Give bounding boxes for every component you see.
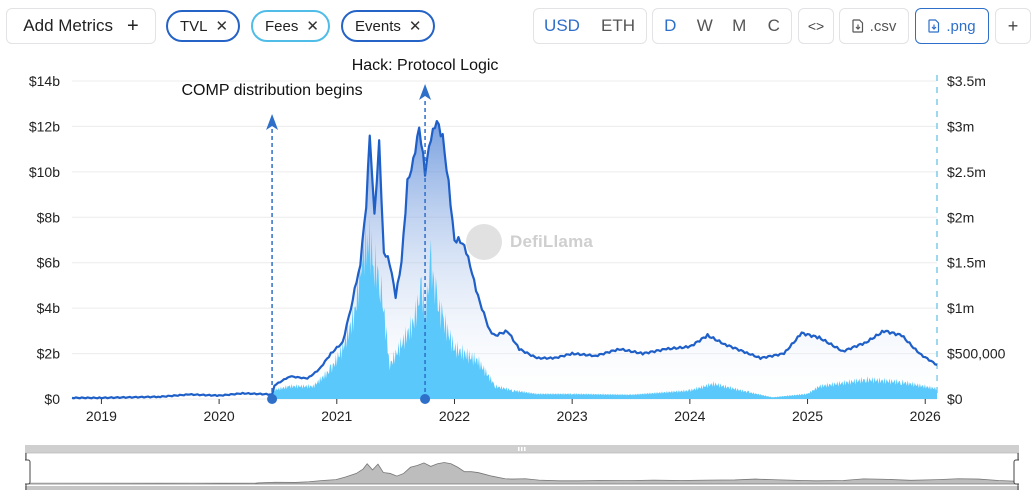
y-right-tick: $3m xyxy=(947,118,974,134)
file-download-icon xyxy=(852,19,863,33)
event-annotation-label: Hack: Protocol Logic xyxy=(352,57,499,74)
fees-area xyxy=(272,216,938,399)
y-right-tick: $1m xyxy=(947,300,974,316)
download-csv-button[interactable]: .csv xyxy=(839,8,909,44)
currency-toggle: USD ETH xyxy=(533,8,647,44)
metric-pill-label: Fees xyxy=(265,17,299,35)
defillama-watermark: DefiLlama xyxy=(466,224,593,260)
add-metrics-button[interactable]: Add Metrics + xyxy=(6,8,156,44)
y-right-tick: $2m xyxy=(947,209,974,225)
tvl-line xyxy=(71,120,938,400)
event-annotation-label: COMP distribution begins xyxy=(182,82,363,99)
y-left-tick: $8b xyxy=(37,209,61,225)
y-right-tick: $500,000 xyxy=(947,346,1006,362)
code-icon: <> xyxy=(807,18,825,34)
y-right-tick: $2.5m xyxy=(947,164,986,180)
tvl-area xyxy=(72,121,937,399)
metric-pill-label: Events xyxy=(355,17,401,35)
metric-pill-tvl[interactable]: TVL ✕ xyxy=(166,10,240,42)
y-left-tick: $0 xyxy=(44,391,60,407)
navigator-window[interactable] xyxy=(25,452,1019,484)
watermark-text: DefiLlama xyxy=(510,232,594,251)
y-left-tick: $10b xyxy=(29,164,60,180)
y-left-tick: $12b xyxy=(29,118,60,134)
plus-icon: + xyxy=(1007,15,1019,36)
arrow-up-icon xyxy=(419,84,432,100)
currency-option-usd[interactable]: USD xyxy=(544,16,580,35)
event-marker-dot[interactable] xyxy=(267,394,278,404)
y-left-tick: $14b xyxy=(29,73,60,89)
embed-button[interactable]: <> xyxy=(798,8,834,44)
x-tick-label: 2022 xyxy=(439,408,470,424)
defillama-logo-icon xyxy=(466,224,502,260)
y-right-tick: $3.5m xyxy=(947,73,986,89)
x-tick-label: 2023 xyxy=(557,408,588,424)
add-metrics-label: Add Metrics xyxy=(23,16,114,35)
x-tick-label: 2019 xyxy=(86,408,117,424)
y-left-tick: $2b xyxy=(37,346,61,362)
add-chart-button[interactable]: + xyxy=(995,8,1031,44)
close-icon[interactable]: ✕ xyxy=(215,18,229,35)
period-option-monthly[interactable]: M xyxy=(732,16,747,35)
chart-toolbar: Add Metrics + TVL ✕ Fees ✕ Events ✕ USD … xyxy=(6,8,1031,44)
y-right-tick: $0 xyxy=(947,391,963,407)
navigator-left-handle[interactable] xyxy=(25,459,31,485)
metric-pill-events[interactable]: Events ✕ xyxy=(341,10,435,42)
file-download-icon xyxy=(928,19,940,33)
download-png-button[interactable]: .png xyxy=(915,8,989,44)
period-option-weekly[interactable]: W xyxy=(696,16,713,35)
close-icon[interactable]: ✕ xyxy=(306,18,319,35)
plus-icon: + xyxy=(127,14,139,37)
arrow-up-icon xyxy=(266,114,279,130)
x-tick-label: 2025 xyxy=(792,408,823,424)
y-left-tick: $4b xyxy=(37,300,61,316)
grip-icon xyxy=(521,447,523,451)
png-label: .png xyxy=(946,17,976,35)
chart-range-navigator[interactable] xyxy=(25,445,1019,491)
navigator-base xyxy=(25,486,1019,490)
y-left-tick: $6b xyxy=(37,255,61,271)
period-option-daily[interactable]: D xyxy=(664,16,677,35)
x-tick-label: 2024 xyxy=(674,408,705,424)
period-option-cumulative[interactable]: C xyxy=(767,16,780,35)
metric-pill-fees[interactable]: Fees ✕ xyxy=(251,10,330,42)
grip-icon xyxy=(518,447,520,451)
period-toggle: D W M C xyxy=(652,8,792,44)
currency-option-eth[interactable]: ETH xyxy=(601,16,635,35)
tvl-fees-chart[interactable]: $0 $2b $4b $6b $8b $10b $12b $14b $0 $500,000 $1m $… xyxy=(0,55,1035,435)
csv-label: .csv xyxy=(869,17,897,35)
y-right-tick: $1.5m xyxy=(947,255,986,271)
event-marker-dot[interactable] xyxy=(420,394,431,404)
x-tick-label: 2020 xyxy=(204,408,235,424)
navigator-series xyxy=(25,462,1019,485)
metric-pill-label: TVL xyxy=(180,17,208,35)
x-tick-label: 2021 xyxy=(321,408,352,424)
x-tick-label: 2026 xyxy=(910,408,941,424)
navigator-right-handle[interactable] xyxy=(1013,459,1019,485)
grip-icon xyxy=(524,447,526,451)
close-icon[interactable]: ✕ xyxy=(408,18,422,35)
